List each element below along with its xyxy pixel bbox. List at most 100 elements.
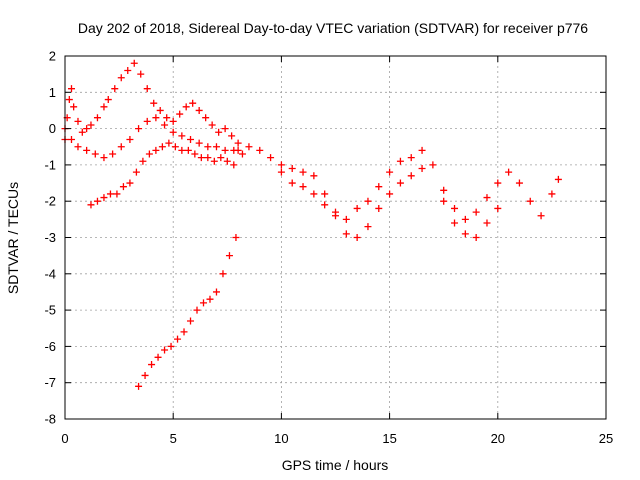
data-point — [74, 143, 82, 151]
data-point — [219, 270, 227, 278]
data-point — [440, 197, 448, 205]
data-point — [483, 219, 491, 227]
data-point — [537, 212, 545, 220]
data-point — [100, 154, 108, 162]
data-point — [267, 154, 275, 162]
x-tick-label: 0 — [61, 431, 68, 446]
data-point — [87, 121, 95, 129]
data-point — [83, 125, 91, 133]
data-point — [174, 335, 182, 343]
data-point — [161, 121, 169, 129]
data-point — [187, 317, 195, 325]
data-point — [515, 179, 523, 187]
data-point — [364, 197, 372, 205]
data-point — [171, 143, 179, 151]
data-point — [106, 190, 114, 198]
data-point — [223, 157, 231, 165]
data-point — [124, 67, 132, 75]
data-point — [212, 288, 220, 296]
data-point — [364, 223, 372, 231]
data-point — [505, 168, 513, 176]
data-point — [137, 70, 145, 78]
y-tick-label: 1 — [49, 85, 56, 100]
data-point — [184, 146, 192, 154]
x-tick-label: 10 — [274, 431, 288, 446]
data-point — [332, 208, 339, 216]
data-point — [100, 194, 108, 202]
data-point — [143, 85, 151, 93]
data-point — [461, 230, 469, 238]
data-point — [232, 234, 240, 241]
data-point — [135, 382, 143, 390]
data-point — [418, 146, 426, 154]
data-point — [288, 179, 296, 187]
series-track-a — [61, 59, 242, 147]
data-point — [472, 208, 480, 216]
data-point — [83, 146, 91, 154]
data-point — [135, 125, 143, 133]
data-point — [111, 85, 119, 93]
data-point — [93, 114, 101, 122]
y-tick-label: -2 — [44, 194, 56, 209]
data-point — [150, 99, 158, 107]
data-point — [152, 146, 160, 154]
data-point — [161, 346, 169, 354]
data-point — [130, 59, 138, 67]
data-point — [169, 117, 177, 125]
series-track-e — [234, 143, 502, 241]
data-point — [176, 110, 184, 118]
data-point — [321, 201, 329, 209]
data-point — [104, 96, 112, 104]
data-point — [386, 190, 394, 198]
data-point — [342, 230, 350, 238]
data-point — [165, 139, 173, 147]
data-point — [342, 215, 350, 223]
data-point — [208, 121, 216, 129]
y-tick-label: 2 — [49, 49, 56, 64]
data-point — [277, 161, 285, 169]
data-point — [180, 328, 188, 336]
data-point — [299, 168, 307, 176]
x-tick-label: 15 — [382, 431, 396, 446]
y-tick-label: -4 — [44, 266, 56, 281]
data-point — [91, 150, 99, 158]
data-point — [141, 371, 149, 379]
data-point — [126, 179, 134, 187]
data-point — [210, 157, 218, 165]
grid — [65, 56, 606, 419]
data-point — [67, 135, 75, 143]
series-track-c — [87, 139, 238, 209]
data-point — [234, 139, 242, 147]
x-tick-label: 20 — [491, 431, 505, 446]
data-point — [375, 183, 383, 191]
data-point — [353, 234, 361, 241]
data-point — [221, 146, 229, 154]
y-tick-label: -8 — [44, 412, 56, 427]
data-point — [407, 154, 415, 162]
data-point — [113, 190, 121, 198]
data-point — [152, 114, 160, 122]
data-point — [225, 252, 233, 260]
data-point — [548, 190, 556, 198]
series-track-d — [135, 234, 240, 390]
data-point — [234, 146, 242, 154]
y-tick-label: -7 — [44, 375, 56, 390]
data-point — [93, 197, 101, 205]
data-point — [191, 150, 199, 158]
data-point — [321, 190, 329, 198]
chart-title: Day 202 of 2018, Sidereal Day-to-day VTE… — [78, 20, 588, 36]
data-point — [526, 197, 534, 205]
y-tick-label: -3 — [44, 230, 56, 245]
data-point — [119, 183, 127, 191]
data-point — [494, 204, 502, 212]
y-axis-label: SDTVAR / TECUs — [5, 182, 21, 294]
data-point — [494, 179, 502, 187]
data-point — [132, 168, 140, 176]
data-point — [65, 96, 73, 104]
data-point — [154, 353, 162, 361]
y-tick-label: -5 — [44, 303, 56, 318]
data-point — [109, 150, 117, 158]
data-point — [288, 165, 296, 173]
